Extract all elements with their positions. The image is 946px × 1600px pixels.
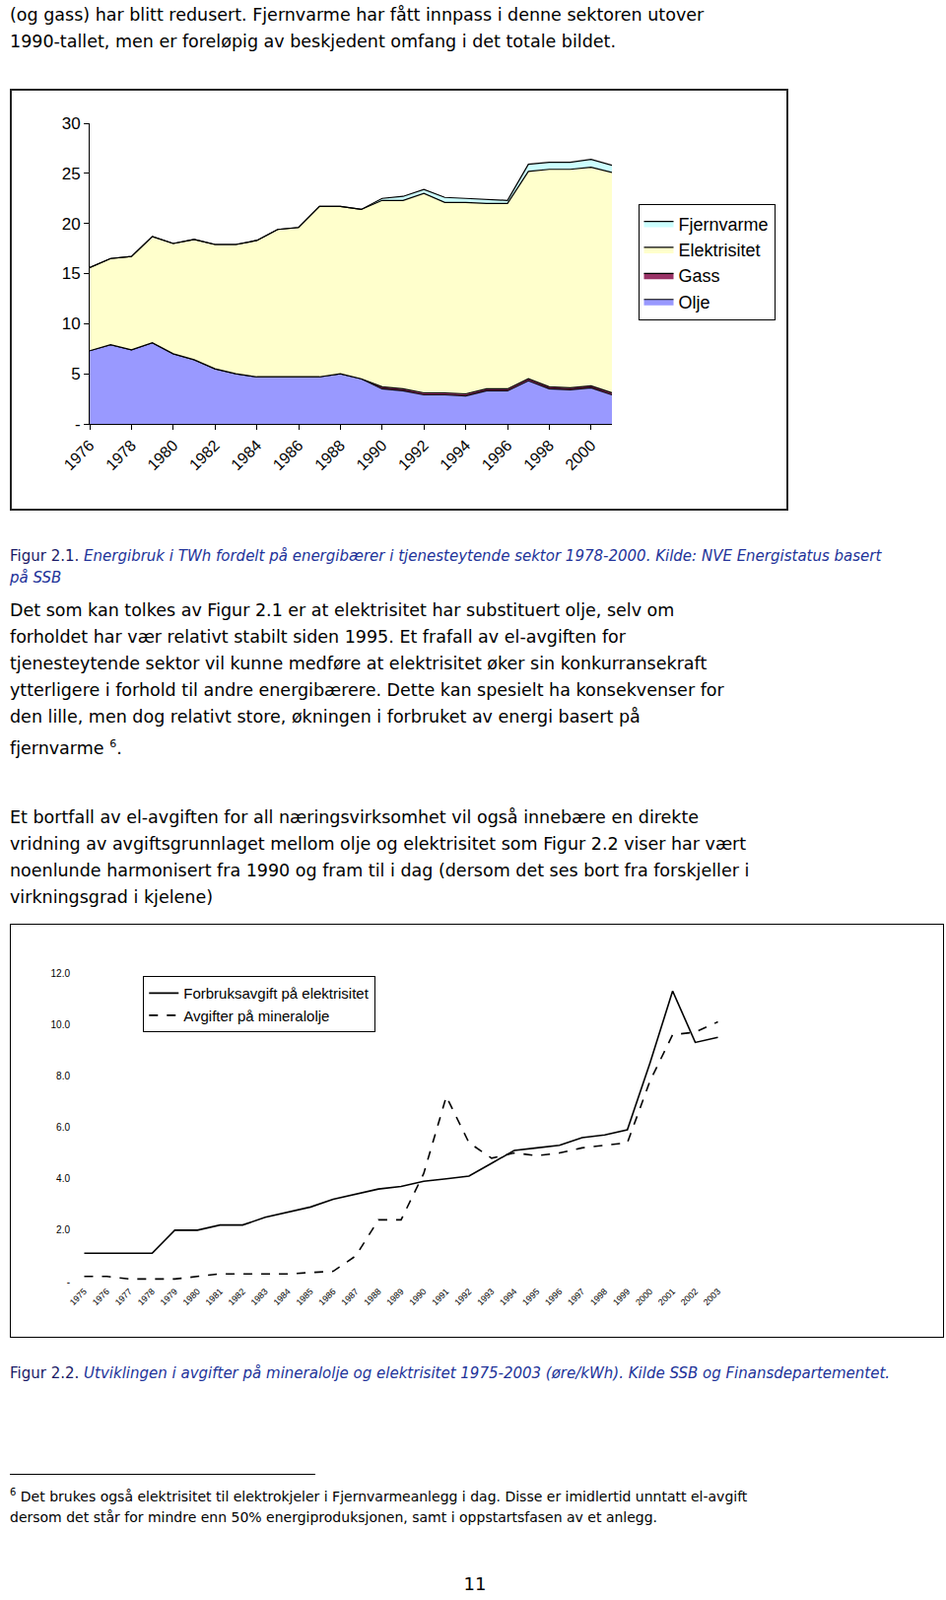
html-text:tjenesteytende sektor vil kunn: tjenesteytende sektor vil kunne medføre … [9, 653, 707, 674]
svg-text:6.0: 6.0 [56, 1121, 70, 1133]
svg-text:2002: 2002 [678, 1285, 700, 1307]
svg-text:1986: 1986 [316, 1285, 338, 1307]
svg-text:1979: 1979 [158, 1285, 180, 1307]
html-text:ytterligere i forhold til andr: ytterligere i forhold til andre energibæ… [9, 679, 724, 700]
svg-text:1980: 1980 [181, 1285, 203, 1307]
svg-text:Avgifter på mineralolje: Avgifter på mineralolje [183, 1007, 330, 1024]
svg-text:2.0: 2.0 [56, 1223, 70, 1235]
svg-text:1983: 1983 [249, 1285, 271, 1307]
svg-text:Olje: Olje [678, 292, 711, 313]
svg-text:1991: 1991 [429, 1285, 451, 1307]
svg-text:1986: 1986 [270, 436, 307, 473]
svg-text:1993: 1993 [474, 1285, 496, 1307]
svg-text:1992: 1992 [395, 436, 432, 473]
html-text:dersom det står for mindre enn: dersom det står for mindre enn 50% energ… [9, 1508, 658, 1525]
svg-text:1990: 1990 [352, 436, 390, 473]
svg-text:1995: 1995 [520, 1285, 541, 1307]
svg-text:1976: 1976 [61, 436, 98, 473]
svg-text:1997: 1997 [565, 1285, 587, 1307]
svg-text:1988: 1988 [311, 436, 348, 473]
svg-text:10.0: 10.0 [51, 1018, 71, 1030]
svg-text:12.0: 12.0 [51, 967, 71, 979]
html-text:(og gass) har blitt redusert.: (og gass) har blitt redusert. Fjernvarme… [9, 4, 704, 25]
svg-text:4.0: 4.0 [56, 1172, 70, 1184]
svg-text:1999: 1999 [610, 1285, 632, 1307]
html-text:Figur 2.1. Energibruk i TWh fo: Figur 2.1. Energibruk i TWh fordelt på e… [9, 546, 882, 587]
svg-text:Gass: Gass [678, 266, 721, 286]
svg-text:1996: 1996 [542, 1285, 564, 1307]
svg-text:1976: 1976 [90, 1285, 112, 1307]
svg-text:1987: 1987 [338, 1285, 360, 1307]
html-text:1990-tallet, men er foreløpig: 1990-tallet, men er foreløpig av beskjed… [9, 31, 616, 52]
svg-text:1998: 1998 [520, 436, 557, 473]
svg-text:8.0: 8.0 [56, 1070, 70, 1082]
svg-text:-: - [67, 1276, 70, 1287]
html-text:11: 11 [463, 1572, 487, 1594]
svg-text:30: 30 [62, 114, 81, 134]
svg-text:1998: 1998 [588, 1285, 609, 1307]
svg-text:1984: 1984 [271, 1285, 293, 1307]
svg-text:20: 20 [62, 214, 81, 234]
html-text:fjernvarme 6.: fjernvarme 6. [9, 737, 122, 758]
html-text:vridning av avgiftsgrunnlaget: vridning av avgiftsgrunnlaget mellom olj… [9, 833, 747, 854]
svg-text:1988: 1988 [361, 1285, 383, 1307]
svg-text:-: - [74, 414, 81, 434]
svg-text:2000: 2000 [633, 1285, 655, 1307]
svg-text:1985: 1985 [294, 1285, 316, 1307]
html-text:6 Det brukes også elektrisitet: 6 Det brukes også elektrisitet til elekt… [9, 1486, 748, 1504]
svg-text:1984: 1984 [227, 436, 265, 473]
svg-text:1980: 1980 [143, 436, 181, 473]
svg-text:Fjernvarme: Fjernvarme [678, 214, 769, 235]
svg-text:1992: 1992 [452, 1285, 473, 1307]
svg-text:Forbruksavgift på elektrisitet: Forbruksavgift på elektrisitet [183, 984, 369, 1002]
svg-text:5: 5 [70, 364, 80, 384]
html-text:virkningsgrad i kjelene): virkningsgrad i kjelene) [9, 886, 213, 907]
svg-text:1996: 1996 [478, 436, 516, 473]
svg-text:25: 25 [62, 164, 81, 184]
html-text:Et bortfall av el-avgiften for: Et bortfall av el-avgiften for all nærin… [9, 807, 699, 827]
svg-text:1978: 1978 [135, 1285, 157, 1307]
html-text:den lille, men dog relativt st: den lille, men dog relativt store, øknin… [9, 706, 641, 727]
html-text:forholdet har vær relativt sta: forholdet har vær relativt stabilt siden… [9, 626, 626, 647]
svg-text:1982: 1982 [226, 1285, 248, 1307]
svg-text:1978: 1978 [102, 436, 139, 473]
svg-text:2001: 2001 [656, 1285, 677, 1307]
html-text:noenlunde harmonisert fra 1990: noenlunde harmonisert fra 1990 og fram t… [9, 860, 750, 880]
svg-text:1982: 1982 [186, 436, 223, 473]
svg-text:2003: 2003 [701, 1285, 723, 1307]
html-text:Det som kan tolkes av Figur 2.: Det som kan tolkes av Figur 2.1 er at el… [9, 600, 675, 620]
svg-text:1981: 1981 [203, 1285, 225, 1307]
svg-text:2000: 2000 [561, 436, 599, 473]
html-text:Figur 2.2. Utviklingen i avgif: Figur 2.2. Utviklingen i avgifter på min… [9, 1363, 890, 1382]
svg-text:1977: 1977 [113, 1285, 135, 1307]
svg-text:1989: 1989 [384, 1285, 406, 1307]
svg-text:1990: 1990 [406, 1285, 428, 1307]
svg-text:1994: 1994 [436, 436, 473, 473]
svg-text:1975: 1975 [67, 1285, 89, 1307]
svg-text:Elektrisitet: Elektrisitet [678, 240, 761, 261]
svg-text:1994: 1994 [497, 1285, 519, 1307]
svg-text:10: 10 [62, 314, 81, 334]
svg-text:15: 15 [62, 264, 81, 283]
